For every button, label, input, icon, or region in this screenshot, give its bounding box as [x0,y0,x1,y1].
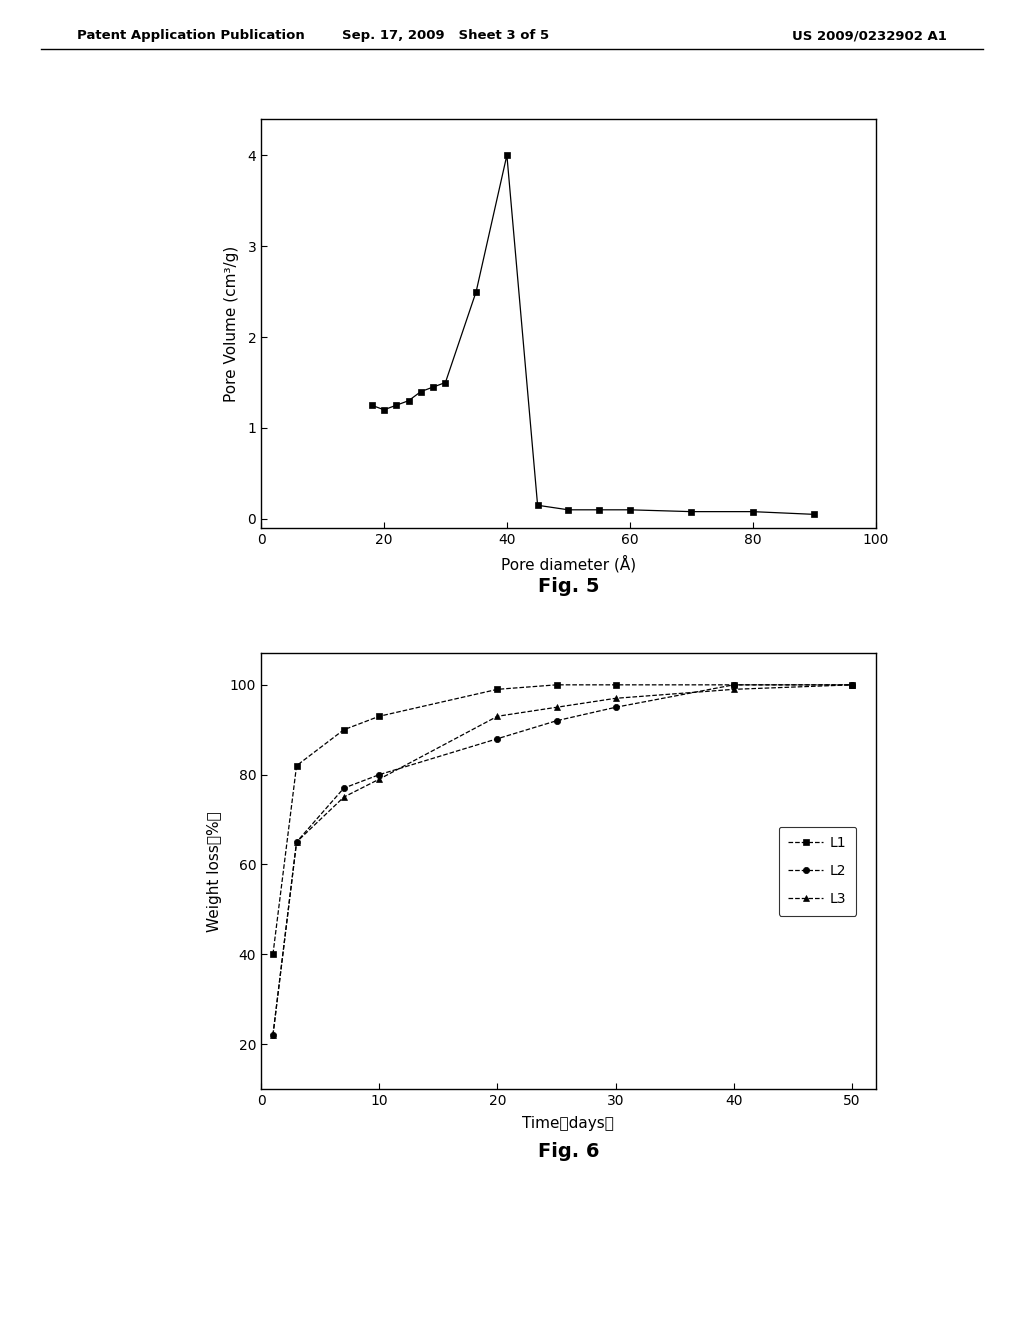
L3 [373,771,385,787]
L2 [267,1027,280,1043]
L1 [267,946,280,962]
Y-axis label: Pore Volume (cm³/g): Pore Volume (cm³/g) [224,246,239,401]
Legend: L1, L2, L3: L1, L2, L3 [778,826,856,916]
L3 [338,789,350,805]
Y-axis label: Weight loss（%）: Weight loss（%） [207,810,221,932]
L2 [728,677,740,693]
L1 [338,722,350,738]
Text: Fig. 6: Fig. 6 [538,1142,599,1160]
Text: Fig. 5: Fig. 5 [538,577,599,595]
L1 [550,677,562,693]
Line: L2: L2 [269,681,855,1039]
L3 [846,677,858,693]
Text: Sep. 17, 2009   Sheet 3 of 5: Sep. 17, 2009 Sheet 3 of 5 [342,29,549,42]
L1 [609,677,622,693]
L1 [728,677,740,693]
L3 [728,681,740,697]
L3 [492,709,504,725]
L3 [550,700,562,715]
L2 [846,677,858,693]
L1 [291,758,303,774]
L2 [492,731,504,747]
L1 [373,709,385,725]
Line: L1: L1 [269,681,855,957]
L2 [550,713,562,729]
L2 [609,700,622,715]
L3 [267,1027,280,1043]
X-axis label: Pore diameter (Å): Pore diameter (Å) [501,556,636,573]
Text: US 2009/0232902 A1: US 2009/0232902 A1 [793,29,947,42]
Text: Patent Application Publication: Patent Application Publication [77,29,304,42]
L2 [338,780,350,796]
L2 [291,834,303,850]
Line: L3: L3 [269,681,855,1039]
L2 [373,767,385,783]
X-axis label: Time（days）: Time（days） [522,1117,614,1131]
L1 [846,677,858,693]
L3 [291,834,303,850]
L1 [492,681,504,697]
L3 [609,690,622,706]
